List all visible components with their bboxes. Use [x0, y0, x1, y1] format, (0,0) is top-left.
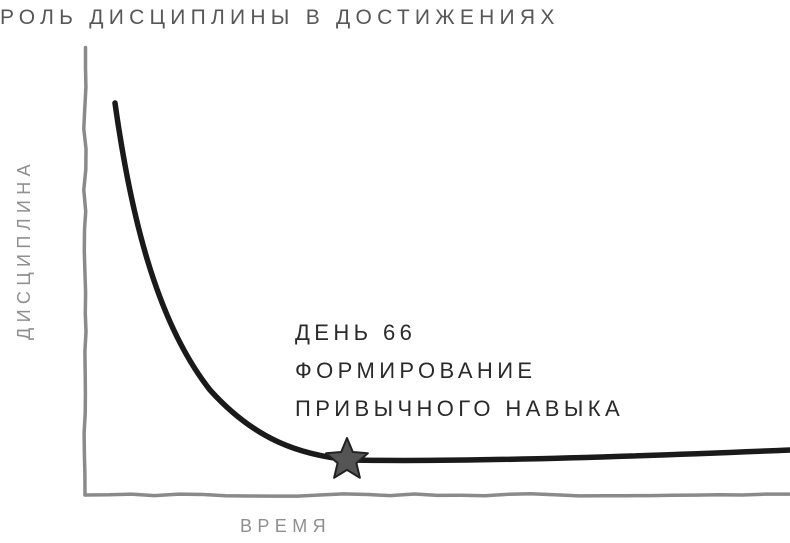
chart-title: РОЛЬ ДИСЦИПЛИНЫ В ДОСТИЖЕНИЯХ — [0, 6, 560, 29]
y-axis-label: ДИСЦИПЛИНА — [14, 159, 34, 340]
y-axis — [84, 48, 86, 496]
x-axis — [85, 494, 789, 496]
x-axis-label: ВРЕМЯ — [240, 516, 331, 536]
annotation-line-3: ПРИВЫЧНОГО НАВЫКА — [295, 396, 624, 421]
annotation-line-2: ФОРМИРОВАНИЕ — [295, 358, 537, 383]
discipline-chart: РОЛЬ ДИСЦИПЛИНЫ В ДОСТИЖЕНИЯХ ДЕНЬ 66 ФО… — [0, 0, 790, 543]
annotation-line-1: ДЕНЬ 66 — [295, 320, 416, 345]
